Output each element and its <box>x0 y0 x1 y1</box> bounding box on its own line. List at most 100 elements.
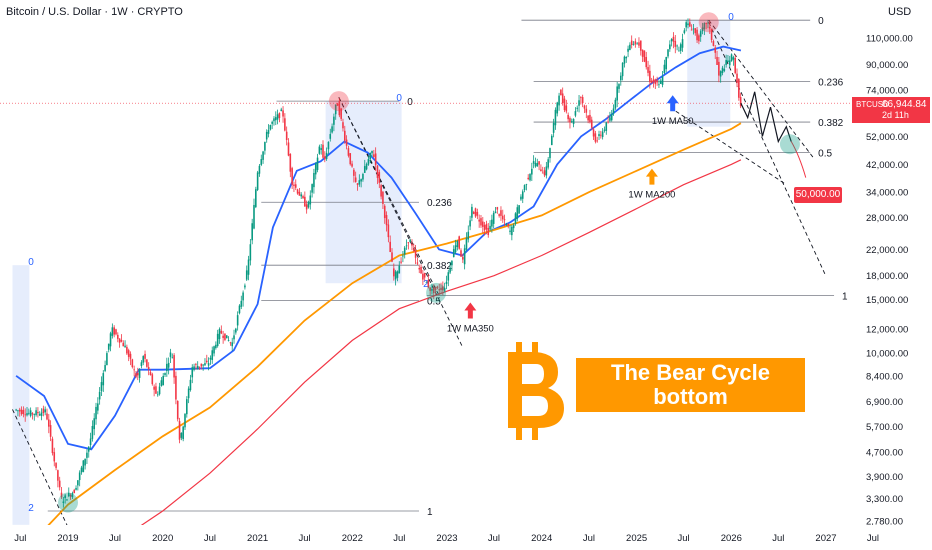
candle-body <box>222 335 224 338</box>
candle-body <box>509 230 511 232</box>
candle-body <box>549 148 551 159</box>
y-tick-label: 10,000.00 <box>866 348 908 359</box>
candle-body <box>440 287 442 290</box>
candle-body <box>49 425 52 437</box>
candle-body <box>180 432 183 438</box>
candle-body <box>18 409 21 412</box>
candle-body <box>75 487 77 490</box>
candle-body <box>155 386 157 394</box>
candle-body <box>531 168 533 175</box>
candle-body <box>233 335 235 340</box>
candle-body <box>82 460 85 472</box>
last-price-tag: BTCUSD 66,944.84 2d 11h <box>852 97 930 123</box>
x-tick-label: Jul <box>583 533 595 544</box>
candle-body <box>240 300 243 307</box>
candle-body <box>587 115 589 121</box>
candle-body <box>738 79 740 98</box>
candle-body <box>122 342 125 347</box>
candle-body <box>285 131 288 141</box>
candle-body <box>394 271 397 280</box>
candle-body <box>605 122 608 131</box>
y-tick-label: 22,000.00 <box>866 245 908 256</box>
candle-body <box>133 369 135 371</box>
fib-level-label: 0.5 <box>427 297 441 308</box>
candle-body <box>431 289 433 291</box>
candle-body <box>518 205 520 214</box>
candle-body <box>66 499 68 501</box>
candle-body <box>320 148 322 150</box>
x-tick-label: Jul <box>393 533 405 544</box>
currency-label[interactable]: USD <box>888 6 912 18</box>
candle-body <box>520 196 522 200</box>
candle-body <box>556 102 559 114</box>
candle-body <box>503 219 506 221</box>
fib-zero-label: 0 <box>728 12 734 23</box>
projection-path <box>740 91 792 144</box>
candle-body <box>53 452 56 462</box>
candle-body <box>40 412 43 416</box>
candle-body <box>345 139 348 146</box>
candle-body <box>592 129 595 137</box>
candle-body <box>378 172 381 183</box>
candle-body <box>314 163 317 175</box>
highlight-circle <box>426 282 447 303</box>
candle-body <box>483 224 486 231</box>
y-tick-label: 28,000.00 <box>866 213 908 224</box>
candle-body <box>342 122 344 129</box>
candle-body <box>129 353 132 359</box>
candle-body <box>338 101 341 116</box>
candle-body <box>447 272 450 281</box>
candle-body <box>147 367 150 369</box>
candle-body <box>291 168 293 185</box>
y-tick-label: 34,000.00 <box>866 188 908 199</box>
last-price-symbol: BTCUSD <box>856 100 889 109</box>
candle-body <box>135 373 137 378</box>
candle-body <box>173 355 175 378</box>
candle-body <box>442 286 444 291</box>
candle-body <box>481 221 484 227</box>
candle-body <box>494 211 497 214</box>
candle-body <box>340 108 342 119</box>
candle-body <box>354 177 357 182</box>
candle-body <box>175 375 177 400</box>
candle-body <box>215 344 217 349</box>
candle-body <box>64 495 66 499</box>
candle-body <box>20 409 23 415</box>
candle-body <box>253 204 255 229</box>
candles <box>15 18 742 508</box>
candle-body <box>712 41 715 46</box>
candle-body <box>485 223 488 230</box>
candle-body <box>136 372 139 376</box>
candle-body <box>552 122 555 133</box>
candle-body <box>327 141 330 150</box>
candle-body <box>271 121 273 124</box>
candle-body <box>647 67 649 73</box>
candle-body <box>193 366 195 370</box>
candle-body <box>264 142 266 151</box>
candle-body <box>538 161 540 165</box>
candle-body <box>659 80 662 84</box>
candle-body <box>609 117 611 121</box>
candle-body <box>207 363 210 366</box>
candle-body <box>307 201 310 208</box>
candle-body <box>529 174 531 181</box>
candle-body <box>618 84 620 89</box>
candle-body <box>164 373 166 375</box>
candle-body <box>31 413 34 415</box>
candle-body <box>432 287 435 294</box>
candle-body <box>182 426 184 440</box>
highlight-circle <box>58 492 78 513</box>
candle-body <box>236 315 239 326</box>
bitcoin-logo-bar <box>532 426 538 440</box>
candle-body <box>305 204 308 210</box>
candle-body <box>280 109 283 111</box>
candle-body <box>274 117 277 121</box>
candle-body <box>151 374 154 385</box>
candle-body <box>333 116 335 125</box>
chart-title: Bitcoin / U.S. Dollar · 1W · CRYPTO <box>6 6 183 18</box>
candle-body <box>46 413 48 420</box>
fib-zero-label: 2 <box>423 279 429 290</box>
